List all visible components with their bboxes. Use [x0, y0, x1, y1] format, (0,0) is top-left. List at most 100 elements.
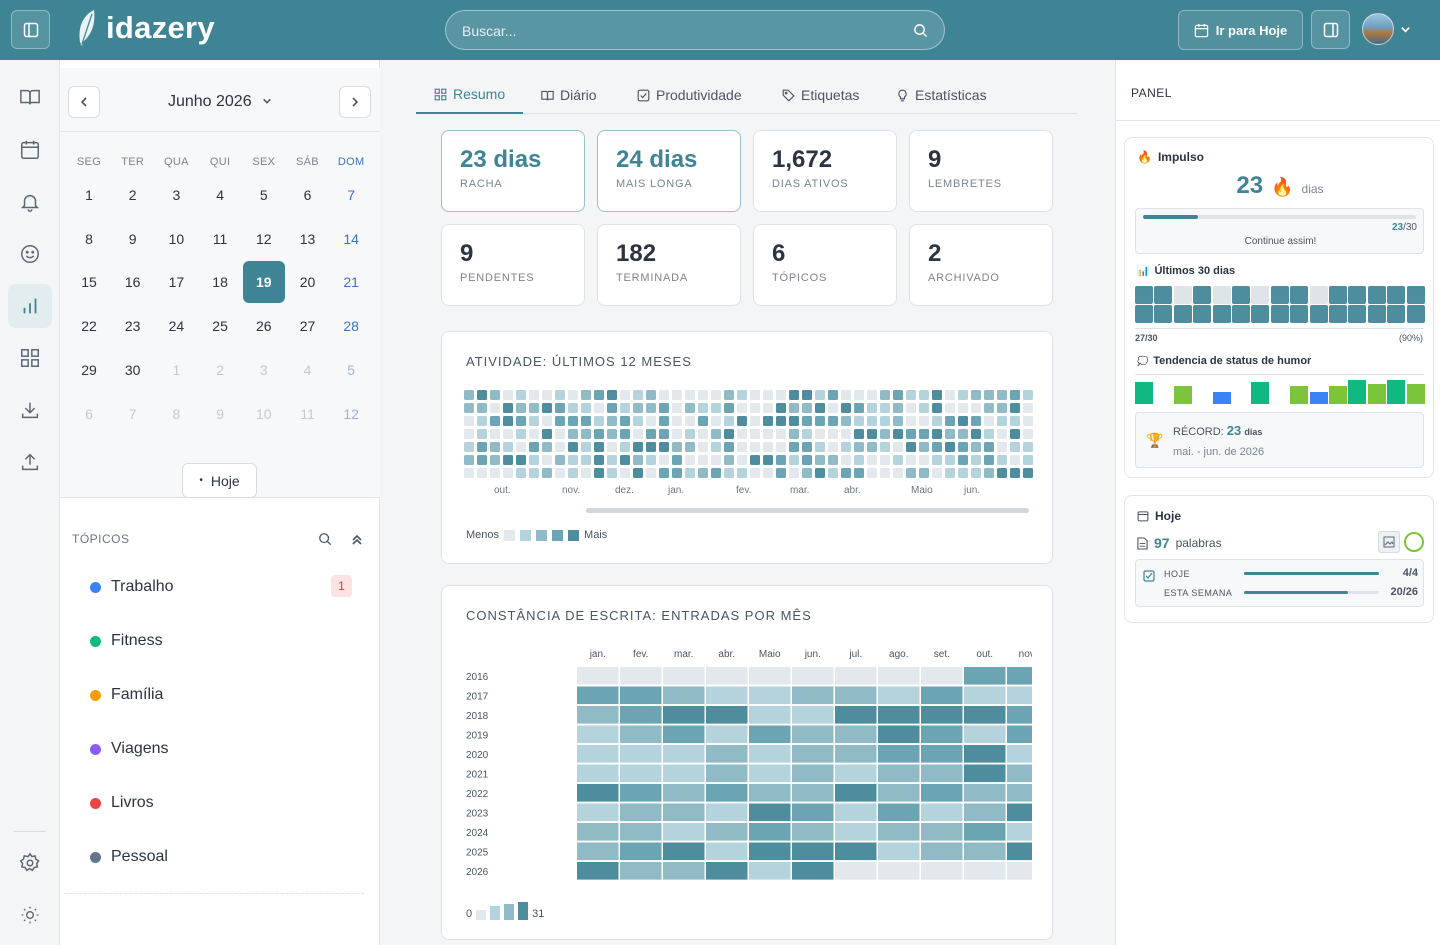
activity-cell[interactable] — [984, 468, 994, 478]
activity-cell[interactable] — [789, 455, 799, 465]
activity-cell[interactable] — [568, 455, 578, 465]
activity-cell[interactable] — [594, 442, 604, 452]
activity-cell[interactable] — [802, 416, 812, 426]
activity-cell[interactable] — [516, 455, 526, 465]
activity-cell[interactable] — [854, 455, 864, 465]
activity-cell[interactable] — [802, 390, 812, 400]
activity-cell[interactable] — [711, 429, 721, 439]
activity-cell[interactable] — [984, 429, 994, 439]
consistency-cell[interactable] — [878, 784, 920, 802]
activity-cell[interactable] — [1010, 455, 1020, 465]
activity-cell[interactable] — [1023, 390, 1033, 400]
activity-cell[interactable] — [555, 455, 565, 465]
activity-cell[interactable] — [750, 429, 760, 439]
mood-bar[interactable] — [1135, 382, 1153, 404]
consistency-cell[interactable] — [792, 667, 834, 685]
activity-cell[interactable] — [594, 455, 604, 465]
activity-cell[interactable] — [841, 442, 851, 452]
activity-cell[interactable] — [594, 429, 604, 439]
consistency-cell[interactable] — [835, 667, 877, 685]
activity-cell[interactable] — [659, 403, 669, 413]
day-activity-cell[interactable] — [1154, 305, 1173, 323]
calendar-day[interactable]: 15 — [81, 274, 97, 291]
activity-cell[interactable] — [919, 403, 929, 413]
activity-cell[interactable] — [698, 442, 708, 452]
consistency-cell[interactable] — [620, 823, 662, 841]
activity-cell[interactable] — [737, 403, 747, 413]
activity-cell[interactable] — [776, 468, 786, 478]
activity-cell[interactable] — [711, 442, 721, 452]
activity-cell[interactable] — [984, 416, 994, 426]
calendar-day[interactable]: 24 — [168, 318, 185, 335]
activity-cell[interactable] — [542, 416, 552, 426]
day-activity-cell[interactable] — [1212, 305, 1231, 323]
consistency-cell[interactable] — [663, 706, 705, 724]
activity-cell[interactable] — [867, 390, 877, 400]
consistency-cell[interactable] — [792, 725, 834, 744]
consistency-cell[interactable] — [921, 745, 963, 763]
consistency-cell[interactable] — [964, 706, 1006, 724]
activity-cell[interactable] — [906, 429, 916, 439]
consistency-cell[interactable] — [706, 706, 748, 724]
search-input[interactable] — [462, 20, 892, 42]
activity-cell[interactable] — [854, 442, 864, 452]
activity-cell[interactable] — [737, 455, 747, 465]
activity-cell[interactable] — [659, 416, 669, 426]
activity-cell[interactable] — [971, 455, 981, 465]
activity-cell[interactable] — [737, 442, 747, 452]
calendar-day[interactable]: 19 — [242, 261, 285, 304]
activity-cell[interactable] — [464, 468, 474, 478]
consistency-cell[interactable] — [792, 803, 834, 822]
next-month-button[interactable] — [339, 86, 371, 118]
consistency-cell[interactable] — [663, 842, 705, 861]
activity-cell[interactable] — [490, 416, 500, 426]
consistency-cell[interactable] — [1007, 725, 1032, 744]
calendar-day[interactable]: 8 — [172, 405, 181, 422]
consistency-cell[interactable] — [749, 842, 791, 861]
stat-card[interactable]: 9 LEMBRETES — [909, 130, 1053, 212]
mood-bar[interactable] — [1173, 386, 1192, 404]
activity-cell[interactable] — [477, 468, 487, 478]
activity-cell[interactable] — [802, 403, 812, 413]
activity-cell[interactable] — [1010, 468, 1020, 478]
activity-cell[interactable] — [776, 455, 786, 465]
consistency-cell[interactable] — [1007, 823, 1032, 841]
activity-cell[interactable] — [945, 403, 955, 413]
activity-cell[interactable] — [776, 416, 786, 426]
day-activity-cell[interactable] — [1270, 286, 1289, 304]
calendar-day[interactable]: 4 — [303, 361, 312, 378]
calendar-day[interactable]: 13 — [299, 230, 316, 247]
mood-bar[interactable] — [1329, 386, 1347, 404]
consistency-cell[interactable] — [964, 803, 1006, 822]
activity-cell[interactable] — [633, 390, 643, 400]
calendar-day[interactable]: 29 — [81, 361, 97, 378]
activity-cell[interactable] — [685, 390, 695, 400]
consistency-cell[interactable] — [964, 667, 1006, 685]
activity-cell[interactable] — [529, 390, 539, 400]
consistency-cell[interactable] — [663, 862, 705, 880]
activity-cell[interactable] — [932, 416, 942, 426]
stat-card[interactable]: 1,672 DIAS ATIVOS — [753, 130, 897, 212]
activity-cell[interactable] — [997, 416, 1007, 426]
consistency-cell[interactable] — [663, 667, 705, 685]
day-activity-cell[interactable] — [1290, 305, 1309, 323]
consistency-cell[interactable] — [835, 745, 877, 763]
day-activity-cell[interactable] — [1173, 286, 1192, 304]
day-activity-cell[interactable] — [1309, 305, 1328, 323]
activity-cell[interactable] — [854, 468, 864, 478]
mood-bar[interactable] — [1212, 392, 1231, 404]
stat-card[interactable]: 6 TÓPICOS — [753, 224, 897, 306]
tab-diário[interactable]: Diário — [541, 76, 597, 114]
calendar-day[interactable]: 14 — [343, 230, 359, 247]
activity-cell[interactable] — [620, 468, 630, 478]
consistency-cell[interactable] — [1007, 862, 1032, 880]
activity-cell[interactable] — [607, 416, 617, 426]
activity-cell[interactable] — [646, 390, 656, 400]
theme-toggle-button[interactable] — [8, 893, 52, 937]
activity-cell[interactable] — [464, 403, 474, 413]
calendar-day[interactable]: 16 — [124, 274, 141, 291]
activity-cell[interactable] — [776, 429, 786, 439]
calendar-day[interactable]: 1 — [85, 187, 93, 203]
activity-cell[interactable] — [971, 390, 981, 400]
activity-cell[interactable] — [464, 442, 474, 452]
